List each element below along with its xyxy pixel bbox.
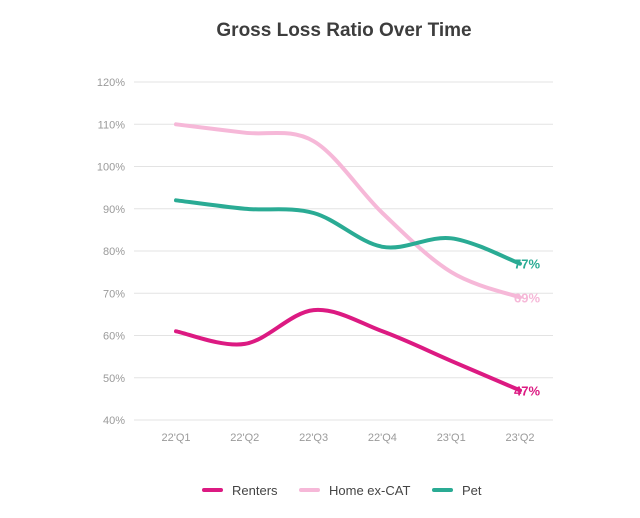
x-tick-label: 22'Q3 — [299, 432, 328, 444]
y-tick-label: 70% — [103, 288, 125, 300]
legend-label-pet: Pet — [462, 483, 482, 498]
legend-label-renters: Renters — [232, 483, 278, 498]
gridlines — [134, 81, 553, 421]
y-tick-label: 120% — [97, 77, 125, 89]
series-line-home-ex-cat — [174, 122, 522, 300]
y-tick-label: 100% — [97, 162, 125, 174]
x-tick-label: 22'Q2 — [230, 432, 259, 444]
end-label-pet: 77% — [514, 257, 540, 272]
series-lines — [174, 122, 522, 393]
series-line-pet — [174, 198, 522, 266]
series-line-renters — [174, 307, 522, 393]
y-axis-ticks: 40% 50% 60% 70% 80% 90% 100% 110% 120% — [97, 77, 125, 427]
x-tick-label: 23'Q1 — [437, 432, 466, 444]
y-tick-label: 40% — [103, 415, 125, 427]
x-axis-ticks: 22'Q1 22'Q2 22'Q3 22'Q4 23'Q1 23'Q2 — [161, 432, 534, 444]
x-tick-label: 22'Q1 — [161, 432, 190, 444]
x-tick-label: 23'Q2 — [505, 432, 534, 444]
y-tick-label: 90% — [103, 204, 125, 216]
y-tick-label: 60% — [103, 331, 125, 343]
chart-title: Gross Loss Ratio Over Time — [216, 20, 471, 41]
y-tick-label: 110% — [98, 119, 126, 131]
end-labels: 69% 77% 47% — [514, 257, 540, 399]
end-label-renters: 47% — [514, 383, 540, 398]
y-tick-label: 80% — [103, 246, 125, 258]
legend-label-home-ex-cat: Home ex-CAT — [329, 483, 410, 498]
x-tick-label: 22'Q4 — [368, 432, 397, 444]
y-tick-label: 50% — [103, 373, 125, 385]
legend: Renters Home ex-CAT Pet — [202, 483, 482, 498]
end-label-home-ex-cat: 69% — [514, 290, 540, 305]
